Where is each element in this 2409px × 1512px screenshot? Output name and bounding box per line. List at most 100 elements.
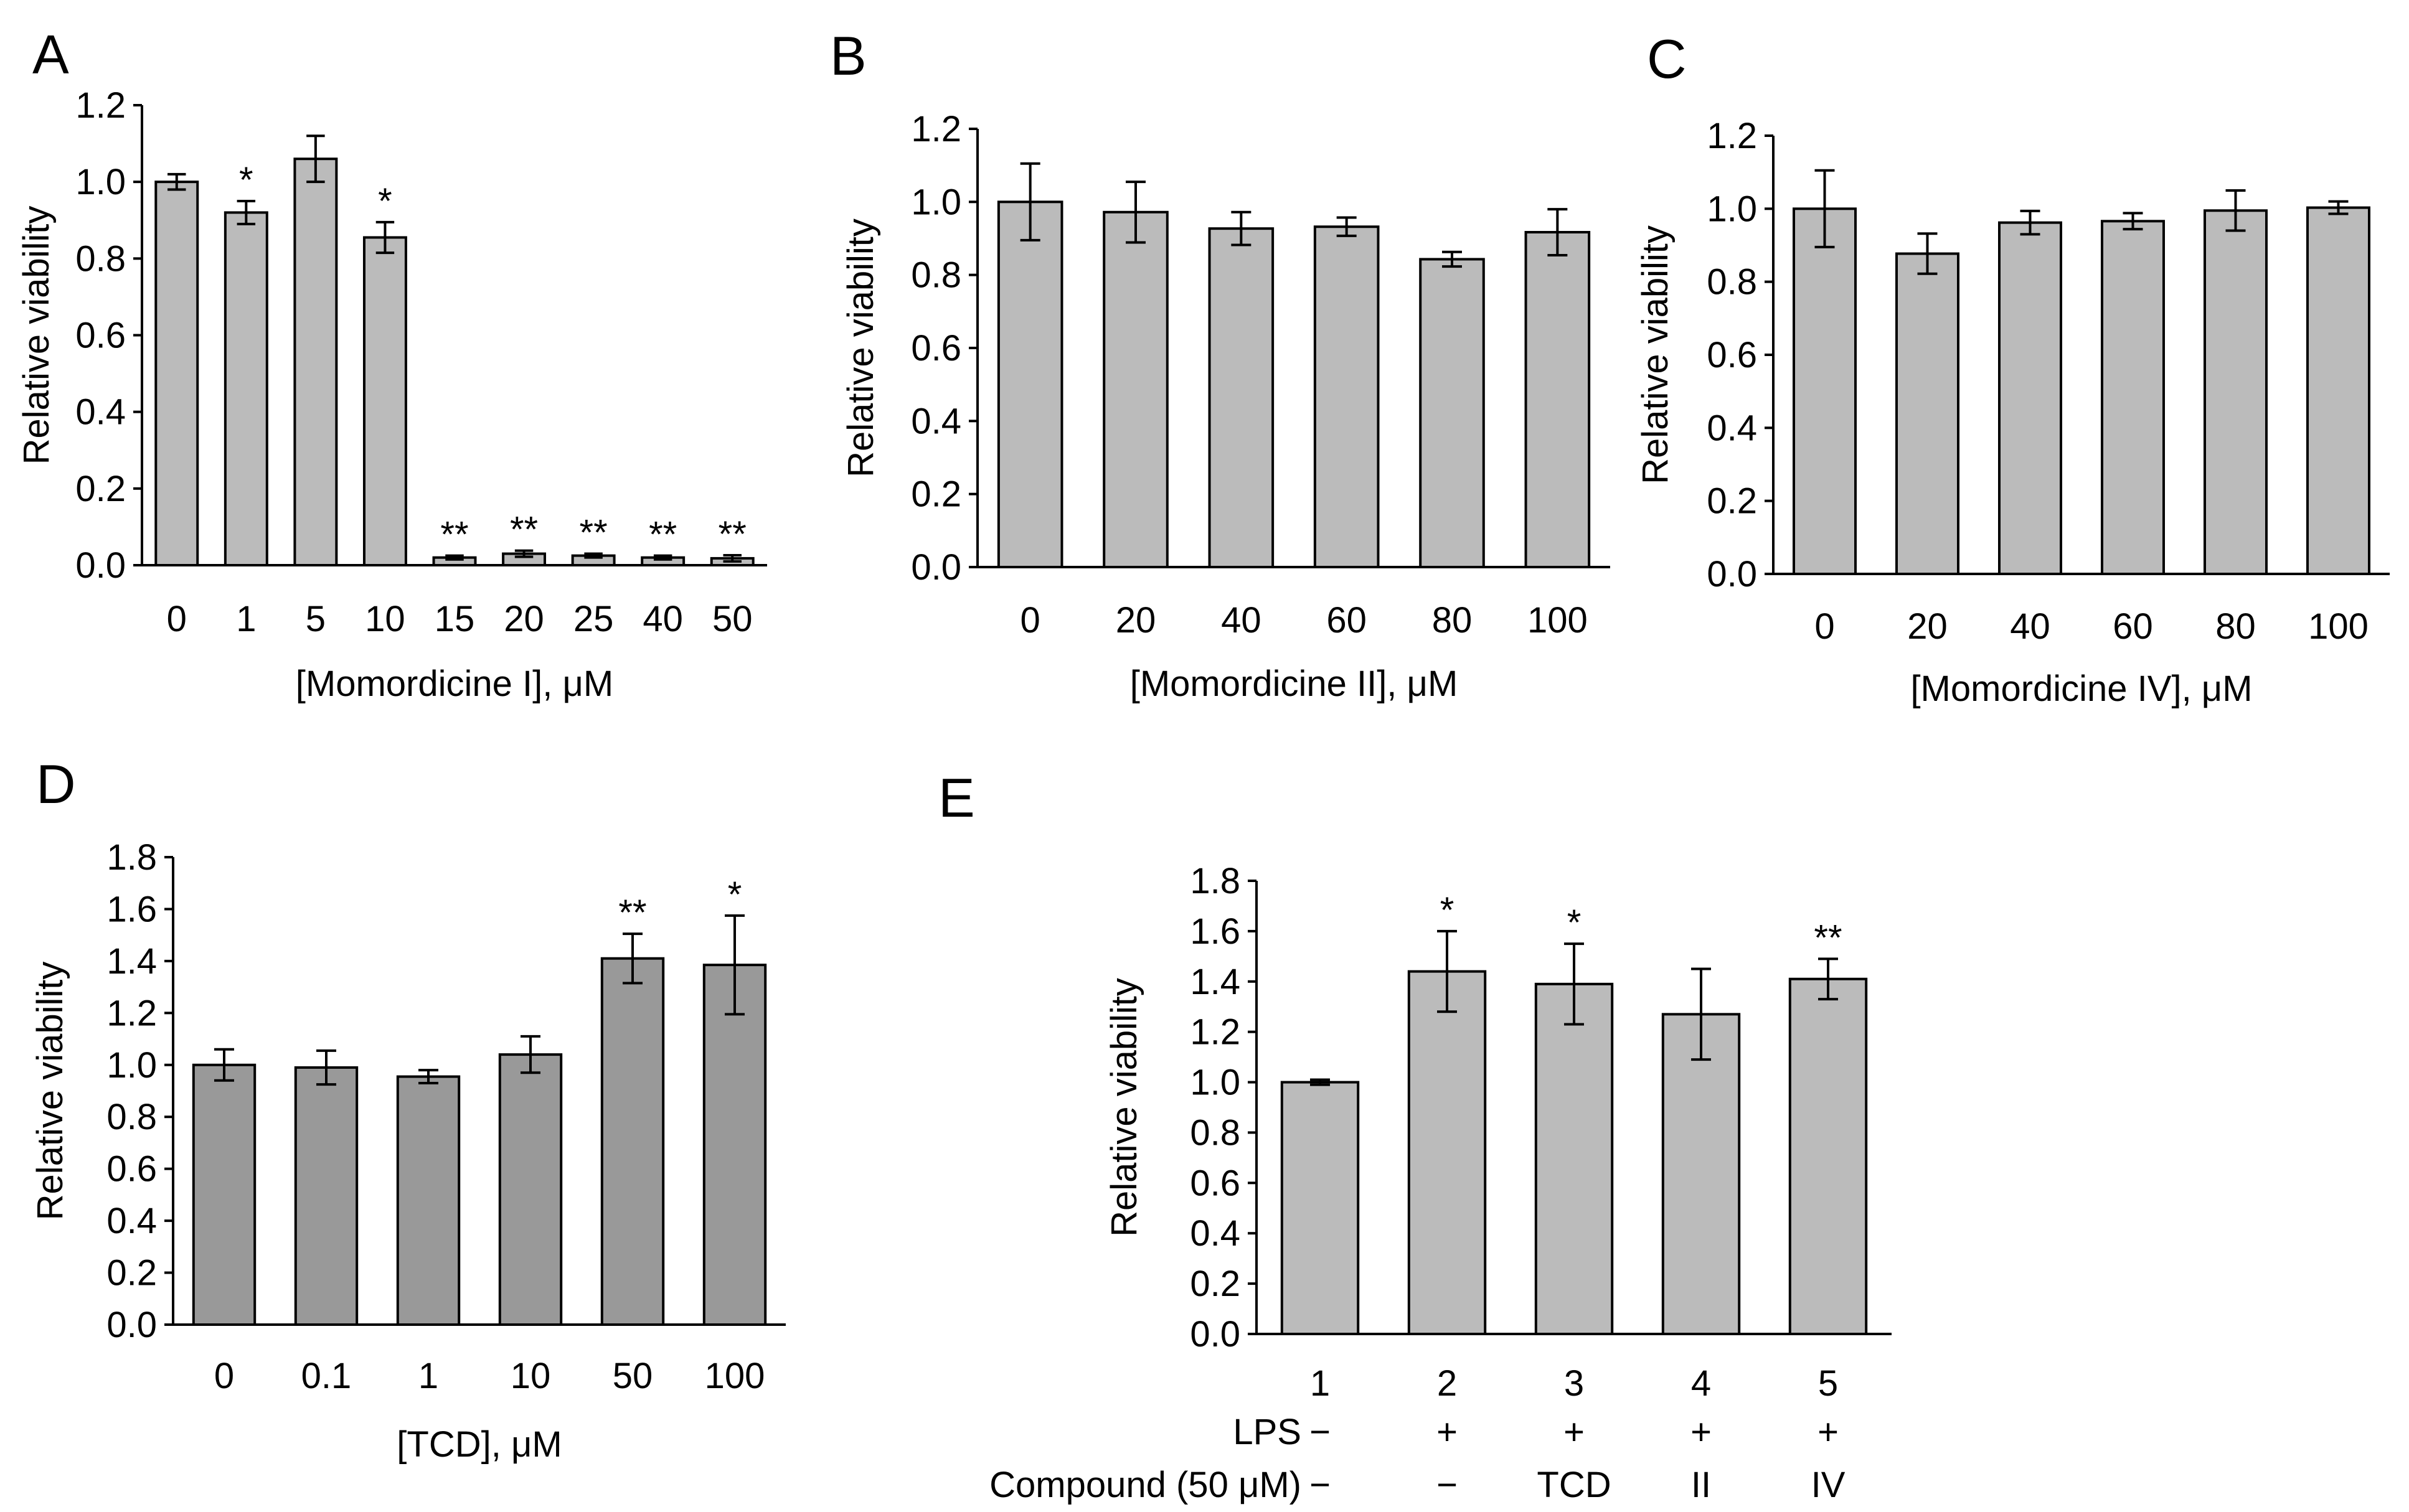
y-tick-label: 0.6 — [75, 316, 126, 356]
x-axis-label: [Momordicine II], μM — [1130, 664, 1458, 704]
y-tick-label: 0.2 — [1190, 1264, 1240, 1304]
bar — [2101, 220, 2165, 575]
bar — [1313, 225, 1380, 568]
y-tick-label: 1.2 — [1707, 116, 1757, 156]
panel-letter: B — [830, 25, 867, 87]
y-tick-label: 0.2 — [75, 469, 126, 509]
condition-row-label: LPS — [1233, 1412, 1301, 1452]
y-tick-label: 0.0 — [1707, 554, 1757, 594]
panel-letter: D — [36, 753, 76, 815]
y-tick-label: 1.0 — [75, 162, 126, 202]
y-tick-label: 0.4 — [911, 401, 961, 441]
x-tick-label: 1 — [418, 1356, 438, 1396]
x-tick-label: 0 — [1814, 606, 1834, 647]
x-tick-label: 4 — [1691, 1363, 1711, 1404]
y-tick-label: 1.6 — [1190, 911, 1240, 952]
y-tick-label: 0.4 — [75, 392, 126, 433]
x-tick-label: 80 — [2215, 606, 2256, 647]
panel-b: B 0.0 0.2 0.4 0.6 0.8 1.0 1.2 Relative viability… — [830, 25, 1610, 704]
y-tick-label: 0.6 — [911, 328, 961, 369]
bar — [1788, 977, 1868, 1335]
bar — [2306, 206, 2370, 576]
bar — [600, 957, 665, 1326]
x-tick-label: 1 — [1310, 1363, 1330, 1404]
x-tick-label: 40 — [2010, 606, 2050, 647]
y-tick-label: 1.0 — [106, 1045, 157, 1086]
x-tick-label: 100 — [1527, 600, 1588, 641]
y-tick-label: 1.8 — [106, 837, 157, 878]
x-tick-label: 0 — [167, 599, 187, 639]
y-tick-label: 0.2 — [1707, 481, 1757, 522]
y-tick-label: 0.4 — [106, 1201, 157, 1241]
y-tick-label: 0.0 — [106, 1305, 157, 1345]
y-tick-label: 0.8 — [75, 238, 126, 279]
y-tick-label: 0.8 — [911, 255, 961, 296]
panel-d: D 0.0 0.2 0.4 0.6 0.8 1.0 1.2 1.4 1.6 1.8 Relative … — [30, 753, 786, 1465]
y-tick-label: 0.4 — [1707, 408, 1757, 448]
condition-value: II — [1691, 1465, 1711, 1505]
x-tick-label: 15 — [435, 599, 475, 639]
significance-marker: ** — [580, 513, 608, 553]
condition-value: − — [1436, 1465, 1458, 1505]
panel-letter: E — [938, 767, 975, 829]
significance-marker: ** — [440, 515, 468, 555]
significance-marker: * — [378, 181, 392, 222]
x-tick-label: 50 — [613, 1356, 653, 1396]
y-axis-label: Relative viability — [30, 962, 70, 1221]
bar — [294, 1066, 359, 1326]
y-tick-label: 0.2 — [911, 474, 961, 515]
condition-value: + — [1563, 1412, 1585, 1452]
x-tick-label: 100 — [2308, 606, 2369, 647]
bar — [1524, 231, 1591, 568]
y-tick-label: 1.4 — [106, 941, 157, 982]
significance-marker: * — [728, 875, 742, 915]
bar — [396, 1075, 461, 1326]
x-tick-label: 20 — [504, 599, 544, 639]
y-tick-label: 0.8 — [1190, 1112, 1240, 1153]
bar — [1534, 982, 1614, 1336]
y-tick-label: 1.0 — [1707, 189, 1757, 229]
bar — [1208, 227, 1275, 569]
y-axis-label: Relative viability — [16, 206, 57, 465]
y-tick-label: 0.6 — [1190, 1163, 1240, 1203]
bar — [702, 964, 767, 1326]
bar — [362, 236, 407, 566]
bar — [293, 157, 338, 566]
x-tick-label: 60 — [2113, 606, 2153, 647]
condition-value: TCD — [1537, 1465, 1611, 1505]
condition-value: + — [1817, 1412, 1839, 1452]
x-tick-label: 10 — [365, 599, 405, 639]
x-tick-label: 20 — [1907, 606, 1948, 647]
y-tick-label: 1.0 — [1190, 1063, 1240, 1103]
x-tick-label: 40 — [643, 599, 683, 639]
y-tick-label: 1.2 — [75, 85, 126, 126]
condition-value: − — [1309, 1465, 1331, 1505]
bar — [997, 200, 1063, 569]
bar — [498, 1053, 563, 1326]
x-tick-label: 50 — [712, 599, 753, 639]
x-tick-label: 10 — [511, 1356, 551, 1396]
bar — [1793, 207, 1857, 576]
x-axis-label: [Momordicine IV], μM — [1910, 669, 2252, 709]
x-tick-label: 2 — [1437, 1363, 1457, 1404]
x-tick-label: 0 — [1021, 600, 1040, 641]
y-tick-label: 1.4 — [1190, 962, 1240, 1002]
bar — [1280, 1081, 1360, 1335]
y-tick-label: 1.6 — [106, 889, 157, 929]
bar — [1661, 1013, 1741, 1336]
y-tick-label: 1.2 — [911, 109, 961, 149]
bar — [154, 181, 199, 566]
y-tick-label: 1.2 — [1190, 1012, 1240, 1053]
x-tick-label: 5 — [306, 599, 326, 639]
x-tick-label: 3 — [1564, 1363, 1584, 1404]
panel-a: A 0.0 0.2 0.4 0.6 0.8 1.0 1.2 Relative viability… — [16, 24, 767, 704]
bar — [2204, 209, 2268, 575]
bar — [1407, 970, 1487, 1335]
condition-value: − — [1309, 1412, 1331, 1452]
x-tick-label: 80 — [1432, 600, 1473, 641]
y-tick-label: 0.0 — [1190, 1314, 1240, 1355]
y-tick-label: 1.0 — [911, 182, 961, 222]
panel-letter: A — [32, 24, 69, 85]
y-tick-label: 0.0 — [75, 545, 126, 586]
condition-value: + — [1690, 1412, 1712, 1452]
